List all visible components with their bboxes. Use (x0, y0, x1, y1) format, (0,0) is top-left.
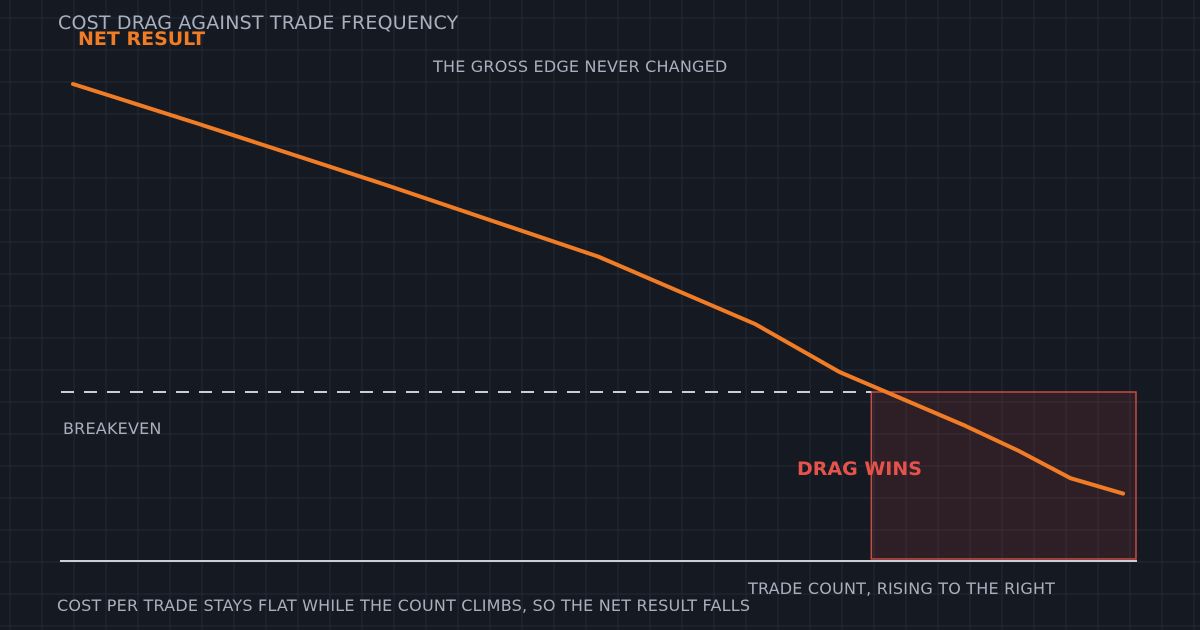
x-axis-label: TRADE COUNT, RISING TO THE RIGHT (747, 579, 1055, 598)
series-label: NET RESULT (78, 28, 205, 50)
chart-caption: COST PER TRADE STAYS FLAT WHILE THE COUN… (57, 596, 750, 615)
net-result-line (71, 82, 1125, 496)
drag-wins-zone (870, 391, 1137, 560)
zone-label: DRAG WINS (797, 458, 922, 480)
top-annotation: THE GROSS EDGE NEVER CHANGED (432, 57, 727, 76)
chart-title: COST DRAG AGAINST TRADE FREQUENCY (58, 12, 459, 34)
breakeven-label: BREAKEVEN (63, 419, 162, 438)
